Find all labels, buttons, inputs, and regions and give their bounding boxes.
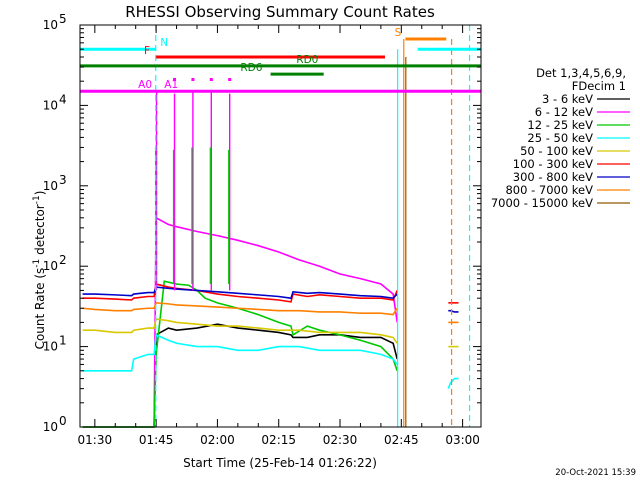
y-axis-label-part: Count Rate (s bbox=[33, 268, 47, 350]
y-axis-label-part: detector bbox=[33, 204, 47, 259]
series-line-7-0 bbox=[82, 302, 398, 316]
legend-label-4: 50 - 100 keV bbox=[520, 144, 593, 158]
annotation-label-RD6: RD6 bbox=[240, 62, 262, 74]
y-tick-label-0: 10 bbox=[43, 420, 58, 434]
date-stamp: 20-Oct-2021 15:39 bbox=[555, 468, 636, 478]
y-tick-exp-2: 2 bbox=[59, 253, 67, 267]
legend-label-6: 300 - 800 keV bbox=[513, 170, 593, 184]
x-axis-label: Start Time (25-Feb-14 01:26:22) bbox=[183, 456, 377, 470]
legend-label-0: 3 - 6 keV bbox=[542, 92, 593, 106]
plot-frame bbox=[79, 24, 482, 428]
series-line-3-1 bbox=[447, 377, 459, 389]
chart-title: RHESSI Observing Summary Count Rates bbox=[125, 3, 435, 21]
y-tick-exp-4: 4 bbox=[59, 92, 67, 106]
x-tick-label-5: 02:45 bbox=[384, 433, 419, 447]
legend-label-5: 100 - 300 keV bbox=[513, 157, 593, 171]
x-tick-label-3: 02:15 bbox=[261, 433, 296, 447]
y-tick-label-2: 10 bbox=[43, 259, 58, 273]
legend-header-1: FDecim 1 bbox=[572, 79, 626, 93]
annotation-label-F: F bbox=[144, 45, 150, 57]
plot-area: N S F RD0 RD6 A0 A1 bbox=[80, 25, 481, 428]
annotation-dot-2 bbox=[209, 77, 213, 81]
series-line-5-0 bbox=[82, 283, 398, 303]
series-line-2-0 bbox=[82, 280, 398, 428]
annotation-label-A1: A1 bbox=[164, 79, 178, 91]
y-tick-exp-0: 0 bbox=[59, 414, 67, 428]
series-line-0-0 bbox=[82, 323, 399, 428]
annotation-dot-1 bbox=[191, 77, 195, 81]
y-tick-exp-3: 3 bbox=[59, 173, 67, 187]
legend-label-8: 7000 - 15000 keV bbox=[491, 196, 593, 210]
y-tick-label-1: 10 bbox=[43, 340, 58, 354]
legend-label-2: 12 - 25 keV bbox=[527, 118, 593, 132]
annotation-label-N: N bbox=[160, 37, 168, 49]
annotation-label-S: S bbox=[395, 27, 402, 39]
annotation-dot-0 bbox=[173, 77, 177, 81]
y-axis-label: Count Rate (s-1 detector-1) bbox=[32, 191, 47, 350]
annotation-dot-3 bbox=[228, 77, 232, 81]
series-line-3-0 bbox=[82, 333, 398, 372]
y-tick-exp-1: 1 bbox=[59, 334, 67, 348]
series-line-1-0 bbox=[153, 216, 399, 428]
series-line-6-0 bbox=[82, 286, 398, 300]
annotation-label-RD0: RD0 bbox=[296, 54, 318, 66]
y-tick-label-3: 10 bbox=[43, 179, 58, 193]
y-axis-label-part: -1 bbox=[32, 195, 42, 204]
x-tick-label-4: 02:30 bbox=[323, 433, 358, 447]
y-tick-label-5: 10 bbox=[43, 18, 58, 32]
x-tick-label-2: 02:00 bbox=[200, 433, 235, 447]
y-axis-label-part: -1 bbox=[32, 259, 42, 268]
x-tick-label-0: 01:30 bbox=[78, 433, 113, 447]
legend-header-0: Det 1,3,4,5,6,9, bbox=[536, 66, 626, 80]
x-tick-label-1: 01:45 bbox=[139, 433, 174, 447]
x-tick-label-6: 03:00 bbox=[445, 433, 480, 447]
legend-label-7: 800 - 7000 keV bbox=[505, 183, 593, 197]
annotation-label-A0: A0 bbox=[138, 79, 152, 91]
y-tick-exp-5: 5 bbox=[59, 12, 67, 26]
y-tick-label-4: 10 bbox=[43, 98, 58, 112]
legend-label-1: 6 - 12 keV bbox=[535, 105, 593, 119]
y-axis-label-part: ) bbox=[33, 191, 47, 196]
series-line-6-1 bbox=[448, 309, 459, 313]
legend-label-3: 25 - 50 keV bbox=[527, 131, 593, 145]
series-line-4-0 bbox=[82, 318, 398, 344]
